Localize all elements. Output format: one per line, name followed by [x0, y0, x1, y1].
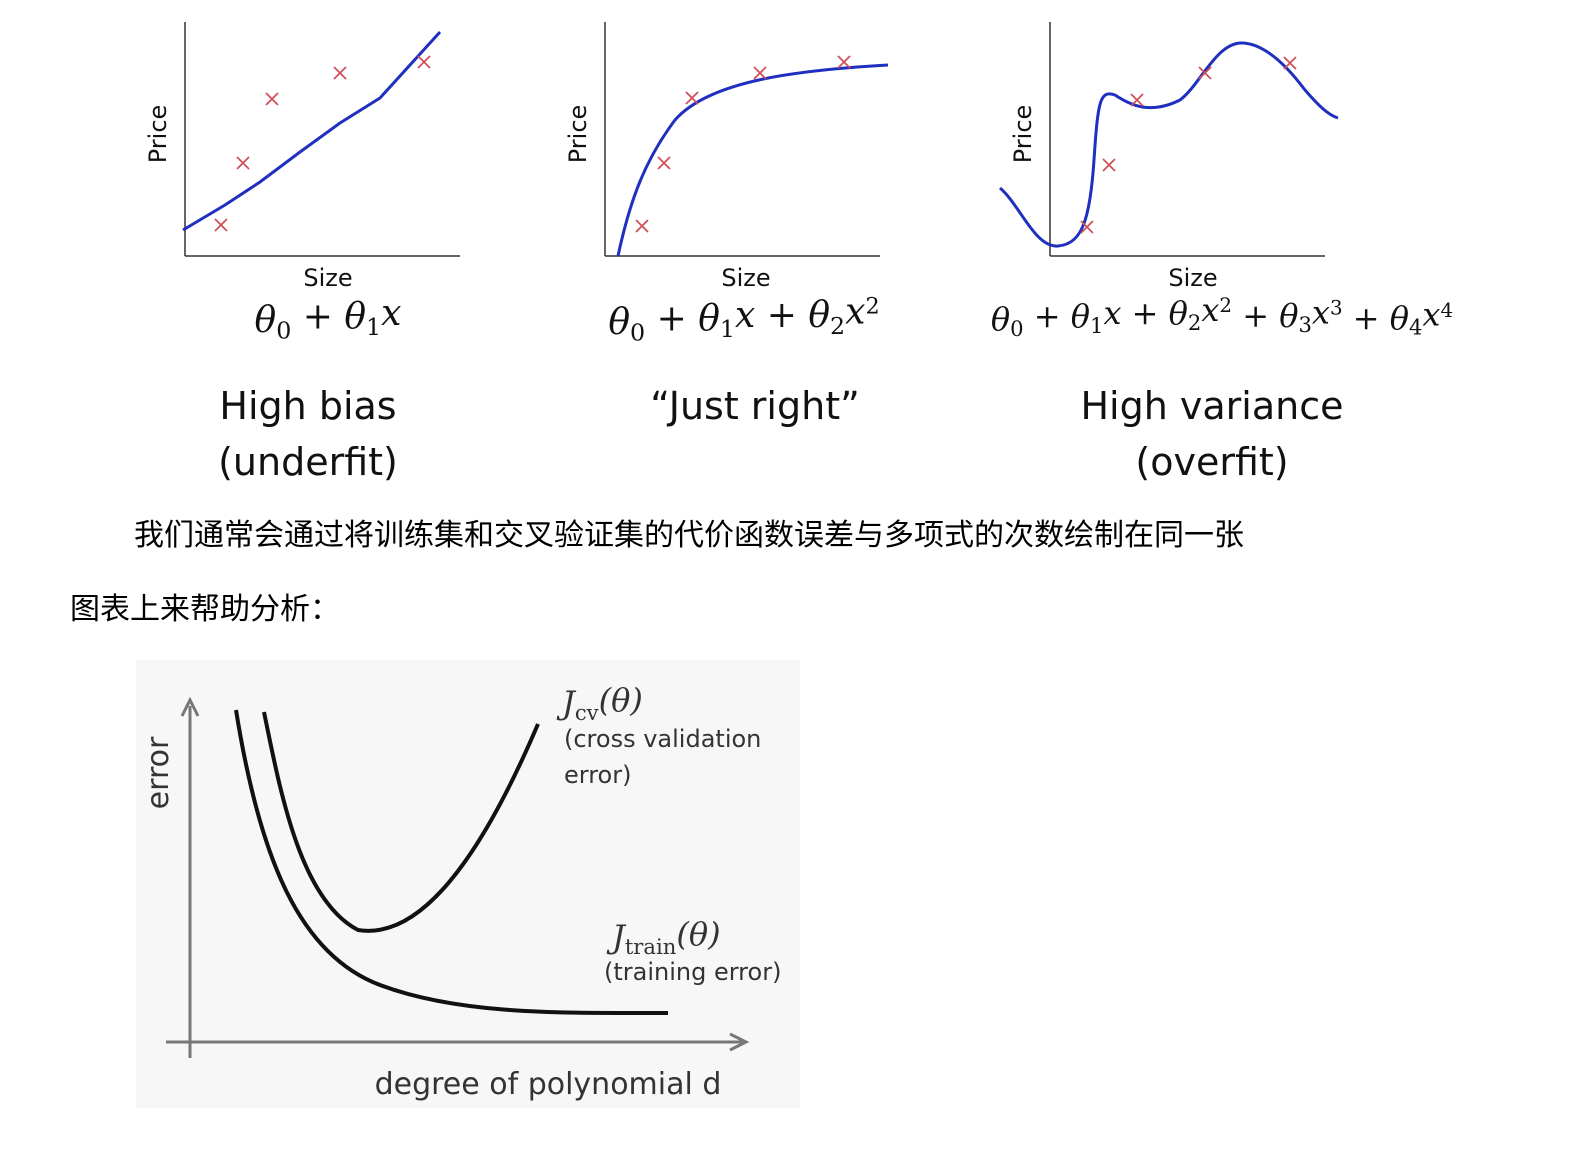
panel2-title-line1: “Just right”: [650, 384, 860, 428]
formula-term: θ: [991, 300, 1010, 338]
train-label-desc: (training error): [604, 958, 781, 986]
cv-label-formula: Jcv(θ): [556, 681, 643, 725]
panel1-x-label: Size: [303, 264, 352, 292]
panel3-y-label: Price: [1009, 105, 1037, 164]
formula-subscript: 0: [630, 319, 645, 347]
data-point-marker: [236, 156, 250, 170]
formula-subscript: 4: [1409, 315, 1422, 340]
formula-subscript: 0: [276, 317, 291, 345]
cv-label-desc-line2: error): [564, 761, 631, 789]
formula-term: + θ: [1024, 297, 1090, 335]
formula-term: (θ): [676, 915, 720, 953]
panel2-fit-curve: [616, 63, 889, 257]
panel3-x-label: Size: [1168, 264, 1217, 292]
formula-term: x + θ: [1103, 294, 1187, 332]
data-point-marker: [753, 66, 767, 80]
formula-term: θ: [255, 300, 277, 341]
error-chart-x-label: degree of polynomial d: [375, 1067, 722, 1102]
panel1-title: High bias (underfit): [158, 378, 458, 490]
formula-term: x + θ: [735, 295, 830, 336]
train-error-curve: [234, 709, 669, 1016]
formula-term: + θ: [1343, 299, 1409, 337]
error-chart-x-arrow: [729, 1032, 750, 1052]
data-point-marker: [837, 55, 851, 69]
formula-subscript: 1: [1090, 313, 1103, 338]
formula-superscript: 2: [1219, 294, 1232, 317]
panel3-title-line2: (overfit): [1135, 440, 1289, 484]
paragraph-line1: 我们通常会通过将训练集和交叉验证集的代价函数误差与多项式的次数绘制在同一张: [134, 518, 1244, 553]
formula-term: + θ: [645, 299, 720, 340]
panel-underfit: Price Size θ0 + θ1x: [144, 22, 460, 345]
data-point-marker: [1198, 66, 1212, 80]
panel1-data-points: [214, 55, 431, 232]
panel2-formula: θ0 + θ1x + θ2x2: [608, 292, 879, 347]
panel1-formula: θ0 + θ1x: [255, 293, 402, 345]
formula-subscript: 2: [1188, 310, 1201, 335]
formula-term: x: [1201, 291, 1219, 329]
formula-term: x: [1312, 293, 1330, 331]
formula-subscript: cv: [575, 700, 599, 725]
formula-subscript: 2: [830, 312, 845, 340]
panel2-x-label: Size: [721, 264, 770, 292]
panel-just-right: Price Size θ0 + θ1x + θ2x2: [564, 22, 889, 347]
panel2-data-points: [635, 55, 851, 233]
train-label-formula: Jtrain(θ): [606, 915, 721, 959]
panel2-y-label: Price: [564, 105, 592, 164]
panel1-fit-line: [182, 30, 442, 232]
error-chart: error degree of polynomial d Jcv(θ) (cro…: [136, 660, 800, 1108]
panel-overfit: Price Size θ0 + θ1x + θ2x2 + θ3x3 + θ4x4: [991, 22, 1453, 341]
formula-term: x: [845, 292, 865, 333]
formula-term: J: [556, 684, 577, 722]
panel2-title: “Just right”: [600, 378, 910, 434]
panel1-title-line1: High bias: [219, 384, 397, 428]
formula-term: + θ: [1232, 296, 1298, 334]
panel3-title: High variance (overfit): [1052, 378, 1372, 490]
panel1-y-label: Price: [144, 105, 172, 164]
formula-term: J: [606, 918, 627, 956]
data-point-marker: [214, 218, 228, 232]
data-point-marker: [685, 91, 699, 105]
data-point-marker: [1130, 93, 1144, 107]
formula-subscript: 1: [366, 313, 381, 341]
formula-term: x: [1422, 296, 1440, 334]
data-point-marker: [1102, 158, 1116, 172]
error-chart-background: [136, 660, 800, 1108]
formula-subscript: 1: [720, 315, 735, 343]
formula-term: (θ): [599, 681, 643, 719]
data-point-marker: [1283, 56, 1297, 70]
cv-error-curve: [262, 711, 540, 933]
panel3-data-points: [1080, 56, 1297, 234]
error-chart-y-label: error: [141, 736, 176, 809]
formula-subscript: train: [625, 934, 677, 959]
panel1-title-line2: (underfit): [218, 440, 398, 484]
formula-term: x: [381, 293, 401, 334]
panel3-title-line1: High variance: [1080, 384, 1344, 428]
error-chart-y-arrow: [180, 696, 200, 717]
formula-superscript: 3: [1330, 296, 1343, 319]
data-point-marker: [657, 156, 671, 170]
data-point-marker: [265, 92, 279, 106]
formula-subscript: 3: [1298, 312, 1311, 337]
data-point-marker: [333, 66, 347, 80]
cv-label-desc-line1: (cross validation: [564, 725, 761, 753]
formula-subscript: 0: [1010, 316, 1023, 341]
formula-term: θ: [608, 302, 630, 343]
formula-superscript: 4: [1440, 299, 1453, 322]
data-point-marker: [635, 219, 649, 233]
data-point-marker: [1080, 220, 1094, 234]
formula-superscript: 2: [865, 294, 879, 320]
data-point-marker: [417, 55, 431, 69]
panel3-formula: θ0 + θ1x + θ2x2 + θ3x3 + θ4x4: [991, 291, 1453, 341]
paragraph-line2: 图表上来帮助分析：: [70, 592, 340, 627]
formula-term: + θ: [291, 297, 366, 338]
